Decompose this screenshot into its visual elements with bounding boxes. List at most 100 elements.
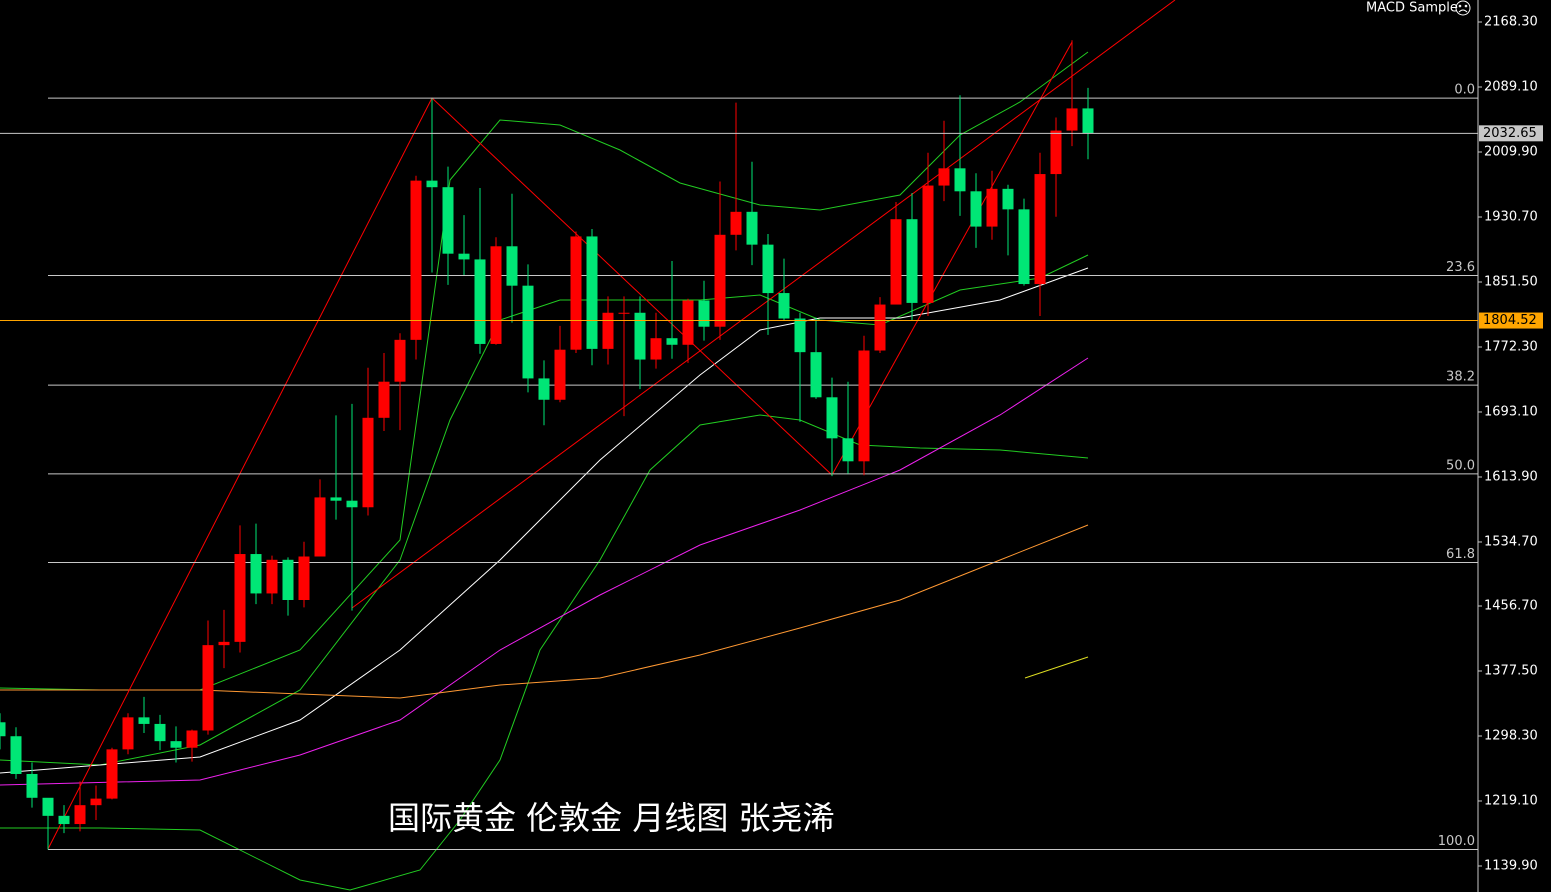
candle-body [842,438,854,462]
moving-average-yellow [1024,656,1089,679]
candle-body [362,417,374,508]
candle-body [186,730,198,748]
candle-body [250,554,262,594]
fib-label: 61.8 [1446,547,1475,562]
candle-body [442,187,454,254]
candle-body [826,397,838,439]
candle-body [74,805,86,825]
candle-body [122,717,134,750]
trendline [351,0,1176,609]
candle-body [1018,209,1030,285]
candle-body [538,378,550,400]
candle-body [266,559,278,594]
caption: 国际黄金 伦敦金 月线图 张尧浠 [388,799,835,837]
candle-body [394,339,406,382]
candle-body [506,246,518,286]
candle-body [666,338,678,345]
y-tick-label: 1851.50 [1484,274,1538,289]
candle-body [1066,108,1078,131]
candle-body [138,717,150,724]
candle-body [682,300,694,345]
candle-body [554,349,566,400]
candle-body [330,497,342,501]
candle-body [970,191,982,227]
candle-body [458,253,470,260]
candle-body [954,168,966,192]
fib-label: 38.2 [1446,370,1475,385]
candle-body [778,293,790,319]
candle-body [410,180,422,340]
candle-body [490,246,502,344]
fib-label: 23.6 [1446,260,1475,275]
y-tick-label: 1772.30 [1484,339,1538,354]
fib-label: 100.0 [1438,834,1475,849]
candle-body [1034,174,1046,285]
candle-body [474,259,486,344]
candle-body [650,338,662,360]
trendline [831,41,1073,476]
y-tick-label: 1298.30 [1484,728,1538,743]
moving-average-orange [0,524,1089,699]
candle-body [234,554,246,642]
candle-body [154,723,166,742]
candle-body [170,741,182,748]
candle-body [714,234,726,327]
candle-body [794,318,806,353]
fib-label: 0.0 [1454,83,1475,98]
candle-body [522,285,534,379]
trendlines [47,0,1176,850]
candle-body [90,798,102,806]
candle-body [858,350,870,462]
bollinger-lower [0,414,1089,891]
candle-body [202,645,214,731]
candle-body [762,244,774,294]
y-tick-label: 2009.90 [1484,144,1538,159]
candle-body [1082,108,1094,134]
candle-body [298,556,310,601]
price-label: 2032.65 [1483,126,1537,141]
y-tick-label: 1534.70 [1484,534,1538,549]
candle-body [874,304,886,351]
price-label-box [1479,312,1543,329]
trendline [431,97,833,476]
price-label: 1804.52 [1483,313,1537,328]
candle-body [986,188,998,227]
candle-body [106,749,118,799]
candle-body [698,300,710,327]
candle-body [938,168,950,186]
candle-body [922,185,934,303]
y-tick-label: 2089.10 [1484,79,1538,94]
candle-body [42,797,54,816]
y-tick-label: 1613.90 [1484,469,1538,484]
y-tick-label: 2168.30 [1484,14,1538,29]
candle-body [810,352,822,398]
indicator-label: MACD Sample [1366,1,1458,16]
candle-body [58,815,70,825]
candle-body [746,211,758,245]
y-tick-label: 1219.10 [1484,793,1538,808]
candle-body [602,312,614,349]
candle-body [570,236,582,350]
candle-body [586,236,598,349]
candle-body [1002,188,1014,210]
price-label-box [1479,125,1543,142]
y-tick-label: 1139.90 [1484,858,1538,873]
candle-body [890,219,902,305]
fib-label: 50.0 [1446,458,1475,473]
candle-body [10,736,22,774]
moving-average-white [0,267,1089,774]
candle-body [1050,130,1062,175]
candle-body [730,211,742,235]
candle-body [282,559,294,601]
candle-body [426,180,438,188]
candle-body [0,722,6,737]
y-tick-label: 1930.70 [1484,209,1538,224]
bollinger-upper [0,51,1089,691]
candle-body [314,497,326,557]
y-tick-label: 1377.50 [1484,663,1538,678]
moving-average-magenta [0,357,1089,786]
candle-body [378,381,390,418]
candle-body [634,312,646,360]
